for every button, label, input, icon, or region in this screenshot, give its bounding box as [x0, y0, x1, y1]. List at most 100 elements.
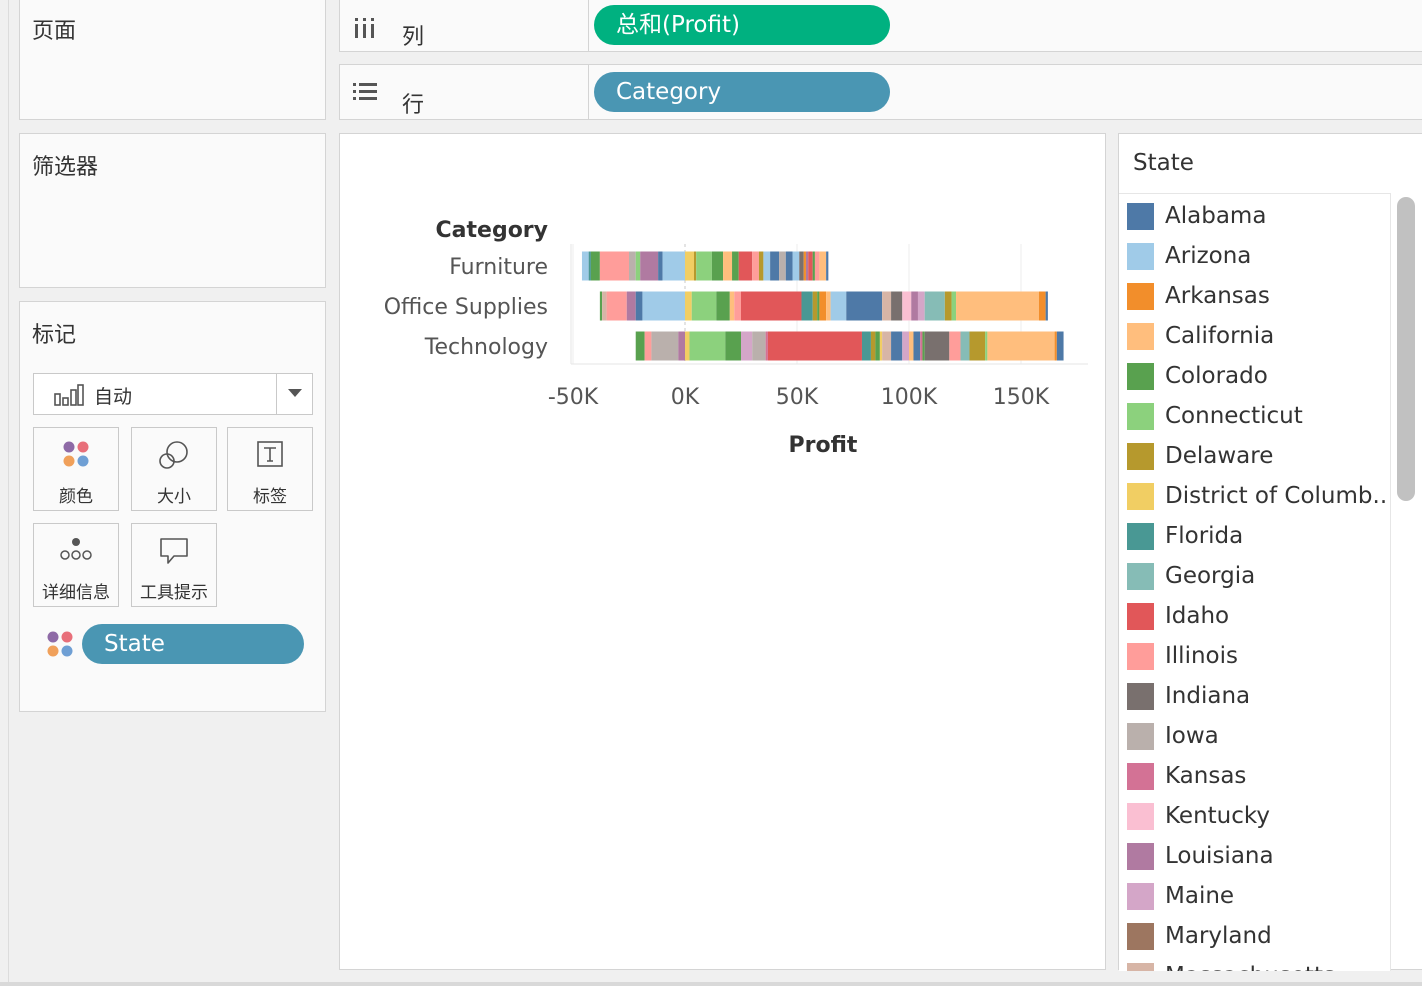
bar-segment: [882, 331, 892, 361]
legend-item-label: Colorado: [1165, 363, 1268, 389]
legend-item[interactable]: Georgia: [1127, 561, 1390, 591]
bar-chart-icon: [54, 384, 84, 410]
x-tick-label: 150K: [993, 385, 1050, 410]
bar-segment: [779, 251, 786, 281]
color-button[interactable]: 颜色: [33, 427, 119, 511]
legend-swatch: [1127, 363, 1154, 390]
legend-item[interactable]: Maryland: [1127, 921, 1390, 951]
bar-segment: [917, 291, 925, 321]
legend-swatch: [1127, 763, 1154, 790]
legend-item[interactable]: Louisiana: [1127, 841, 1390, 871]
legend-item[interactable]: District of Columb..: [1127, 481, 1390, 511]
legend-item[interactable]: Connecticut: [1127, 401, 1390, 431]
bar-segment: [581, 251, 589, 281]
bar-segment: [792, 251, 800, 281]
legend-swatch: [1127, 403, 1154, 430]
color-dots-icon: [62, 440, 90, 472]
legend-item[interactable]: Massachusetts: [1127, 961, 1390, 971]
legend-item[interactable]: Indiana: [1127, 681, 1390, 711]
bar-segment: [644, 331, 652, 361]
legend-item-label: District of Columb..: [1165, 483, 1388, 509]
category-pill[interactable]: Category: [594, 72, 890, 112]
legend-swatch: [1127, 243, 1154, 270]
bar-segment: [725, 331, 741, 361]
bar-segment: [758, 251, 764, 281]
x-axis-title: Profit: [789, 433, 858, 458]
legend-swatch: [1127, 643, 1154, 670]
legend-swatch: [1127, 443, 1154, 470]
legend-item[interactable]: Delaware: [1127, 441, 1390, 471]
bar-segment: [924, 331, 950, 361]
state-color-pill[interactable]: State: [82, 624, 304, 664]
legend-swatch: [1127, 483, 1154, 510]
bar-segment: [909, 331, 914, 361]
legend-item-label: Maine: [1165, 883, 1235, 909]
bar-segment: [693, 251, 697, 281]
size-button[interactable]: 大小: [131, 427, 217, 511]
mark-type-dropdown[interactable]: 自动: [33, 373, 313, 415]
bar-segment: [826, 251, 829, 281]
legend-item-label: Massachusetts: [1165, 961, 1335, 971]
viz-area[interactable]: Category Furniture Office Supplies Technolo…: [339, 133, 1106, 970]
columns-label-text: 列: [402, 25, 425, 50]
profit-sum-pill[interactable]: 总和(Profit): [594, 5, 890, 45]
columns-icon: [354, 17, 376, 43]
filters-card[interactable]: 筛选器: [19, 133, 326, 288]
bar-segment: [1054, 331, 1057, 361]
legend-item[interactable]: Florida: [1127, 521, 1390, 551]
legend-item[interactable]: Kentucky: [1127, 801, 1390, 831]
detail-button[interactable]: 详细信息: [33, 523, 119, 607]
bar-segment: [723, 251, 733, 281]
legend-item-label: Delaware: [1165, 443, 1274, 469]
legend-item[interactable]: Alabama: [1127, 201, 1390, 231]
legend-swatch: [1127, 923, 1154, 950]
tooltip-button[interactable]: 工具提示: [131, 523, 217, 607]
legend-item[interactable]: California: [1127, 321, 1390, 351]
legend-item[interactable]: Arizona: [1127, 241, 1390, 271]
x-tick-label: -50K: [548, 385, 599, 410]
rows-shelf: 行 Category: [339, 64, 1422, 120]
bar-segment: [738, 251, 753, 281]
legend-swatch: [1127, 963, 1154, 971]
bar-segment: [924, 291, 945, 321]
legend-scrollbar[interactable]: [1397, 197, 1415, 501]
legend-list[interactable]: Alabama Arizona Arkansas California Colorado…: [1119, 193, 1391, 971]
bar-segment: [803, 251, 806, 281]
bar-segment: [662, 251, 685, 281]
legend-item-label: Alabama: [1165, 203, 1267, 229]
bar-segment: [819, 251, 827, 281]
bar-segment: [944, 291, 952, 321]
stacked-bar-chart[interactable]: Category Furniture Office Supplies Technolo…: [340, 134, 1105, 969]
legend-swatch: [1127, 883, 1154, 910]
legend-swatch: [1127, 843, 1154, 870]
bar-segment: [1045, 291, 1048, 321]
bar-segment: [752, 251, 759, 281]
legend-item[interactable]: Iowa: [1127, 721, 1390, 751]
legend-item[interactable]: Kansas: [1127, 761, 1390, 791]
legend-item[interactable]: Maine: [1127, 881, 1390, 911]
legend-item[interactable]: Colorado: [1127, 361, 1390, 391]
legend-item-label: Georgia: [1165, 563, 1256, 589]
bar-segment: [911, 291, 918, 321]
legend-title: State: [1133, 150, 1194, 176]
bar-segment: [861, 331, 871, 361]
legend-item[interactable]: Arkansas: [1127, 281, 1390, 311]
legend-item[interactable]: Illinois: [1127, 641, 1390, 671]
bar-segment: [626, 291, 636, 321]
bar-segment: [689, 331, 726, 361]
tooltip-icon: [159, 536, 189, 570]
bar-segment: [729, 291, 735, 321]
bar-segment: [805, 251, 809, 281]
bottom-bar: [0, 982, 1422, 986]
bar-segment: [801, 291, 813, 321]
legend-item[interactable]: Idaho: [1127, 601, 1390, 631]
bar-segment: [826, 291, 831, 321]
legend-item-label: Louisiana: [1165, 843, 1274, 869]
chevron-down-icon[interactable]: [276, 374, 312, 414]
bar-segment: [956, 291, 1039, 321]
label-button[interactable]: 标签: [227, 427, 313, 511]
legend-item-label: Iowa: [1165, 723, 1219, 749]
legend-item-label: Kentucky: [1165, 803, 1271, 829]
bar-segment: [1056, 331, 1064, 361]
legend-item-label: Illinois: [1165, 643, 1238, 669]
